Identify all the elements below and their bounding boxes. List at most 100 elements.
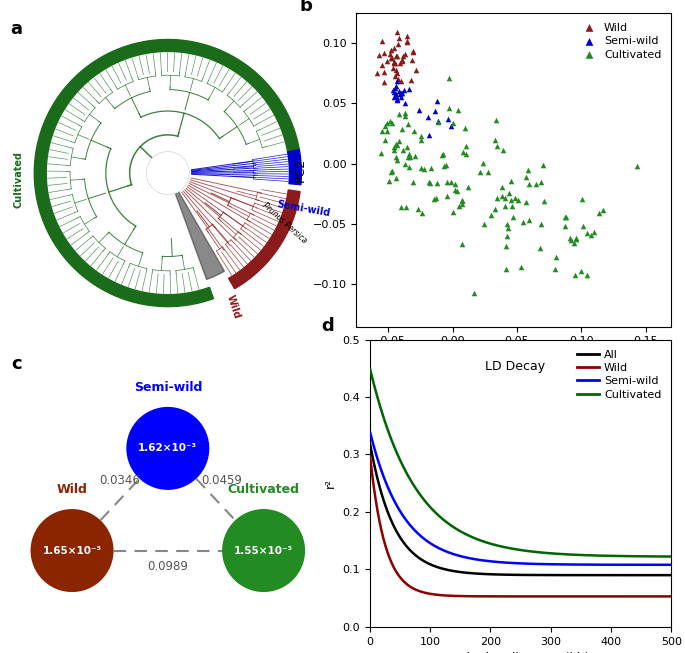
Point [560,212,571,222]
Point [428,193,439,204]
Point [407,55,418,65]
Point [438,149,449,159]
Point [390,71,401,82]
Point [429,105,440,116]
Point [401,202,412,212]
Point [379,135,390,146]
Point [386,52,397,63]
Text: Cultivated: Cultivated [227,483,299,496]
Point [535,177,546,187]
Point [415,163,426,174]
Text: 1.65×10⁻³: 1.65×10⁻³ [42,545,101,556]
Point [388,57,399,68]
Point [390,89,401,100]
Text: 0.0459: 0.0459 [201,474,242,487]
Point [515,261,526,272]
Point [404,151,415,162]
Point [377,126,388,136]
Point [399,108,410,118]
Point [423,177,434,187]
Point [444,103,455,114]
Point [391,68,402,78]
Point [391,139,402,150]
Point [578,221,589,232]
Point [408,176,419,187]
Point [453,201,464,212]
Text: 0.0346: 0.0346 [99,474,140,487]
Point [508,212,519,222]
Point [566,235,577,246]
Point [392,95,403,105]
Text: 1.62×10⁻³: 1.62×10⁻³ [138,443,197,453]
Point [462,182,473,192]
Point [631,161,642,171]
Point [585,230,596,240]
Point [390,81,401,91]
Point [391,154,402,165]
Point [497,145,508,155]
Point [506,201,517,212]
Point [450,185,461,195]
Point [383,176,394,187]
Point [418,164,429,174]
Point [521,197,532,208]
Point [395,88,406,98]
Point [403,152,414,163]
Text: Wild: Wild [57,483,88,496]
Point [451,186,462,197]
Circle shape [126,407,210,490]
Point [397,51,408,61]
Point [395,75,406,86]
Text: Semi-wild: Semi-wild [134,381,202,394]
Text: LD Decay: LD Decay [484,360,545,373]
Point [458,147,469,157]
Text: Prunus Persica: Prunus Persica [261,201,309,246]
Point [390,173,401,183]
Point [490,204,501,214]
Point [408,46,419,56]
Point [437,150,448,160]
Point [445,121,456,131]
Point [597,205,608,215]
Point [386,167,397,177]
Point [457,195,468,205]
Text: c: c [12,355,22,374]
Point [496,191,507,202]
Point [394,86,405,97]
Point [469,287,480,298]
Point [385,116,396,126]
Point [388,57,399,67]
Point [387,118,398,128]
Point [379,121,390,131]
Circle shape [147,151,189,195]
Legend: Wild, Semi-wild, Cultivated: Wild, Semi-wild, Cultivated [574,19,666,64]
Point [375,148,386,158]
Point [397,123,408,134]
Point [569,270,580,280]
Point [445,177,456,187]
Point [416,131,427,141]
Point [402,142,413,152]
Point [443,72,454,83]
Point [388,63,399,73]
Point [387,166,398,176]
Point [550,252,561,263]
Point [395,58,406,69]
Point [523,165,534,175]
Point [379,48,390,58]
Point [400,111,411,121]
Point [524,178,535,189]
Point [433,116,444,126]
Point [385,52,396,63]
Point [394,109,405,119]
Point [517,217,528,227]
Point [408,125,419,136]
Point [441,191,452,201]
Point [460,149,471,159]
Point [499,200,510,211]
Point [490,115,501,125]
Polygon shape [229,190,300,289]
Point [423,130,434,140]
Point [486,210,497,220]
Point [582,227,593,238]
